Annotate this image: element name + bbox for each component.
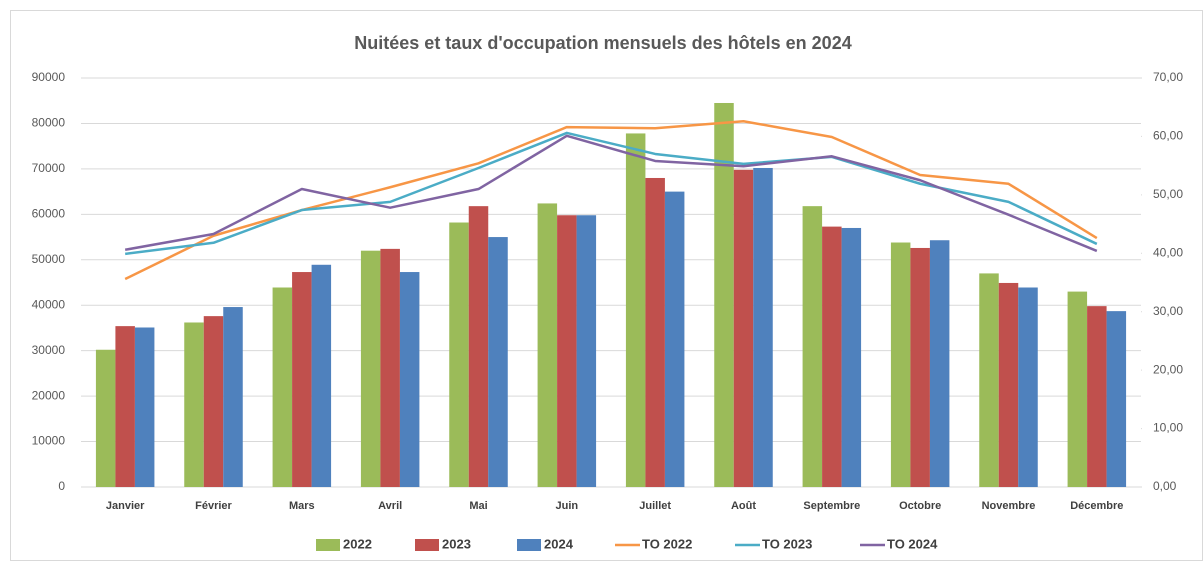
legend-label: 2023 — [442, 536, 471, 551]
x-tick-label: Février — [195, 500, 232, 512]
bar — [822, 226, 842, 487]
bar — [753, 167, 773, 488]
y2-tick-label: 0,00 — [1153, 479, 1177, 493]
legend-label: TO 2023 — [762, 536, 812, 551]
bar — [625, 133, 646, 488]
x-tick-label: Mai — [469, 500, 487, 512]
bar — [272, 287, 293, 487]
bar — [1018, 287, 1038, 487]
y-tick-label: 70000 — [32, 161, 66, 175]
y-tick-label: 30000 — [32, 343, 66, 357]
bar — [733, 169, 754, 487]
legend-label: 2022 — [343, 536, 372, 551]
y2-tick-label: 50,00 — [1153, 187, 1183, 201]
bar — [449, 222, 469, 487]
bar — [645, 177, 665, 487]
legend-label: 2024 — [544, 536, 574, 551]
y-tick-label: 0 — [58, 479, 65, 493]
y-tick-label: 90000 — [32, 70, 66, 84]
bar — [292, 272, 312, 487]
legend-swatch — [415, 539, 439, 551]
x-tick-label: Janvier — [106, 500, 145, 512]
bar — [1067, 291, 1088, 487]
x-tick-label: Juin — [556, 500, 579, 512]
x-tick-label: Juillet — [639, 500, 671, 512]
bar — [537, 203, 558, 487]
bar — [979, 273, 999, 487]
legend-swatch — [517, 539, 541, 551]
bar — [134, 327, 155, 487]
line — [124, 134, 1098, 253]
y2-tick-label: 70,00 — [1153, 70, 1183, 84]
y-tick-label: 10000 — [32, 434, 66, 448]
bar — [223, 307, 243, 487]
bar — [910, 247, 930, 487]
x-tick-label: Novembre — [982, 500, 1036, 512]
y2-tick-label: 20,00 — [1153, 362, 1183, 376]
bar — [802, 206, 823, 488]
bar — [203, 316, 224, 487]
bar — [1106, 311, 1127, 487]
y-tick-label: 40000 — [32, 297, 66, 311]
bar — [557, 215, 577, 487]
bar — [841, 227, 862, 487]
y2-tick-label: 10,00 — [1153, 421, 1183, 435]
x-tick-label: Octobre — [899, 500, 941, 512]
bar — [95, 349, 116, 487]
bar — [929, 240, 950, 487]
y-tick-label: 20000 — [32, 388, 66, 402]
chart-title: Nuitées et taux d'occupation mensuels de… — [354, 33, 851, 53]
bar — [1087, 306, 1107, 487]
bar — [115, 326, 135, 487]
bar — [664, 191, 685, 487]
bar — [468, 206, 489, 488]
y2-tick-label: 60,00 — [1153, 129, 1183, 143]
legend-label: TO 2022 — [642, 536, 692, 551]
legend-label: TO 2024 — [887, 536, 938, 551]
legend-swatch — [316, 539, 340, 551]
x-tick-label: Décembre — [1070, 500, 1123, 512]
y-tick-label: 60000 — [32, 207, 66, 221]
y-tick-label: 50000 — [32, 252, 66, 266]
bar — [360, 250, 381, 487]
x-tick-label: Mars — [289, 500, 315, 512]
bar — [714, 102, 734, 487]
bar — [184, 322, 204, 487]
bar — [380, 248, 400, 487]
bar — [576, 215, 597, 487]
x-tick-label: Août — [731, 500, 756, 512]
x-tick-label: Septembre — [803, 500, 860, 512]
bar — [399, 272, 420, 487]
y2-tick-label: 30,00 — [1153, 304, 1183, 318]
bar — [890, 242, 911, 487]
bar — [488, 237, 508, 487]
x-tick-label: Avril — [378, 500, 402, 512]
y2-tick-label: 40,00 — [1153, 245, 1183, 259]
bar — [998, 282, 1019, 487]
bar — [311, 264, 332, 487]
y-tick-label: 80000 — [32, 116, 66, 130]
